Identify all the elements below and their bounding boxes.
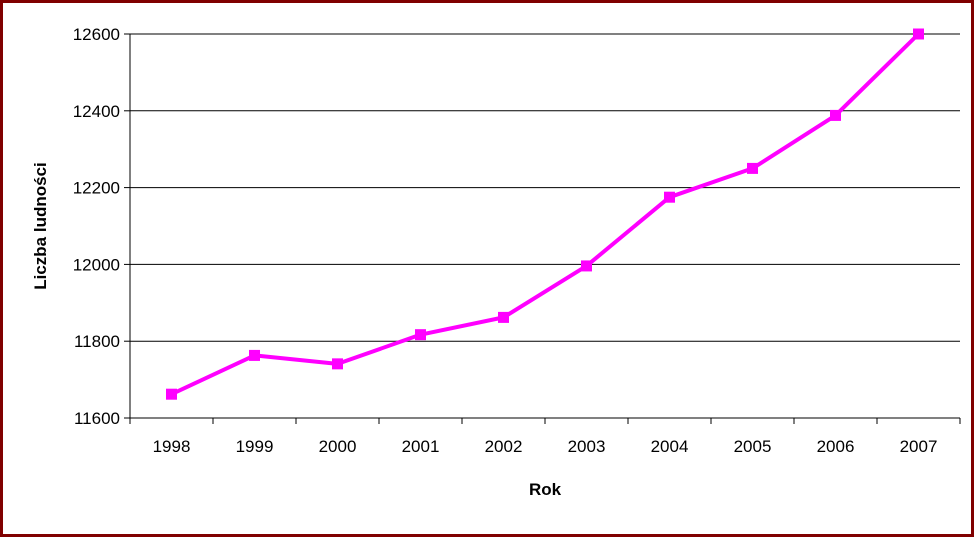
y-tick-label: 12200 bbox=[73, 179, 120, 198]
x-tick-labels: 1998 1999 2000 2001 2002 2003 2004 2005 2006 2007 bbox=[153, 437, 938, 456]
y-tick-labels: 11600 11800 12000 12200 12400 12600 bbox=[73, 25, 120, 428]
y-tick-label: 11800 bbox=[74, 332, 120, 351]
data-point-marker bbox=[747, 162, 758, 174]
x-tick-label: 1999 bbox=[236, 437, 274, 456]
x-tick-label: 2007 bbox=[900, 437, 938, 456]
y-tick-label: 11600 bbox=[74, 409, 120, 428]
x-tick-label: 2002 bbox=[485, 437, 523, 456]
data-point-marker bbox=[913, 28, 924, 40]
series-line bbox=[170, 32, 920, 397]
data-point-marker bbox=[581, 260, 592, 272]
x-axis-title: Rok bbox=[529, 480, 562, 499]
y-axis-title: Liczba ludności bbox=[31, 162, 50, 290]
x-tick-label: 2004 bbox=[651, 437, 689, 456]
y-tick-label: 12600 bbox=[73, 25, 120, 44]
data-point-marker bbox=[664, 191, 675, 203]
x-tick-label: 2000 bbox=[319, 437, 357, 456]
x-tick-label: 1998 bbox=[153, 437, 191, 456]
x-tick-label: 2005 bbox=[734, 437, 772, 456]
x-tick-label: 2006 bbox=[817, 437, 855, 456]
data-point-marker bbox=[249, 349, 260, 361]
x-tick-label: 2001 bbox=[402, 437, 440, 456]
gridlines bbox=[124, 33, 961, 424]
data-point-marker bbox=[332, 358, 343, 370]
data-point-marker bbox=[166, 388, 177, 400]
y-tick-label: 12000 bbox=[73, 255, 120, 274]
data-point-marker bbox=[498, 311, 509, 323]
series-group bbox=[166, 28, 924, 400]
data-point-marker bbox=[415, 329, 426, 341]
x-tick-label: 2003 bbox=[568, 437, 606, 456]
axes bbox=[129, 34, 960, 419]
data-point-marker bbox=[830, 109, 841, 121]
y-tick-label: 12400 bbox=[73, 102, 120, 121]
